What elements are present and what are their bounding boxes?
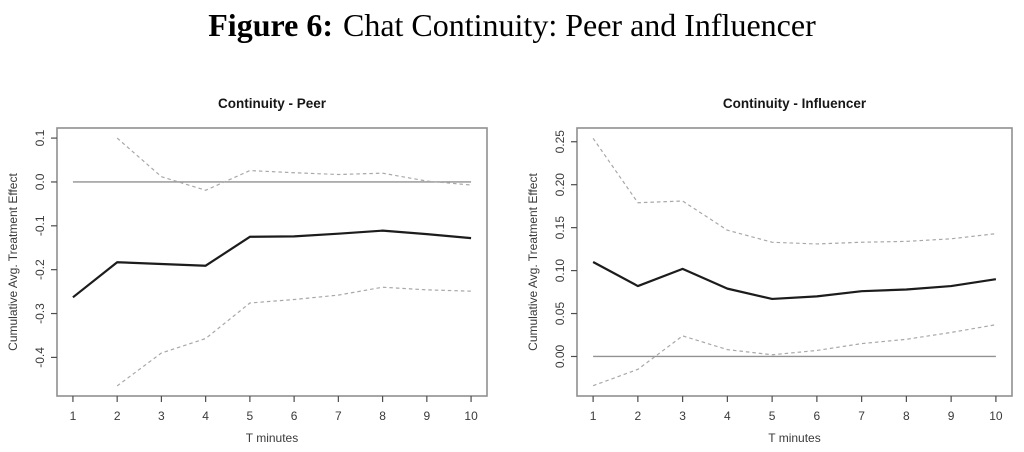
y-tick-label: -0.2 xyxy=(33,259,47,280)
x-tick-label: 8 xyxy=(379,409,386,423)
y-tick-label: -0.4 xyxy=(33,347,47,368)
chart-continuity-influencer: 1 2 3 4 5 6 7 8 9 10 0.25 0.20 0.15 0.10 0.05 0.00 Conti… xyxy=(512,62,1024,452)
x-tick-label: 3 xyxy=(158,409,165,423)
x-tick-label: 10 xyxy=(989,409,1003,423)
figure-title-prefix: Figure 6: xyxy=(208,7,333,43)
y-tick-label: -0.3 xyxy=(33,303,47,324)
y-tick-label: -0.1 xyxy=(33,215,47,236)
x-tick-label: 10 xyxy=(464,409,478,423)
y-tick-label: 0.10 xyxy=(553,259,567,283)
y-tick-label: 0.20 xyxy=(553,173,567,197)
y-tick-label: 0.25 xyxy=(553,130,567,154)
chart-canvas: 1 2 3 4 5 6 7 8 9 10 0.25 0.20 0.15 0.10 0.05 0.00 Conti… xyxy=(526,96,1013,445)
x-axis-label: T minutes xyxy=(768,431,820,445)
chart-canvas: 1 2 3 4 5 6 7 8 9 10 0.1 0.0 -0.1 -0.2 -0.3 -0.4 Continu… xyxy=(6,96,488,445)
series-estimate-line xyxy=(592,261,997,301)
chart-continuity-peer: 1 2 3 4 5 6 7 8 9 10 0.1 0.0 -0.1 -0.2 -0.3 -0.4 Continu… xyxy=(0,62,512,452)
x-tick-label: 9 xyxy=(948,409,955,423)
series-ci-upper-line xyxy=(116,137,472,191)
y-tick-label: 0.15 xyxy=(553,216,567,240)
x-tick-label: 4 xyxy=(202,409,209,423)
x-tick-label: 6 xyxy=(291,409,298,423)
y-axis-label: Cumulative Avg. Treatment Effect xyxy=(526,173,540,351)
series-ci-upper-line xyxy=(592,137,996,245)
y-tick-label: 0.05 xyxy=(553,302,567,326)
x-tick-label: 8 xyxy=(903,409,910,423)
x-tick-label: 1 xyxy=(590,409,597,423)
y-tick-label: 0.1 xyxy=(33,129,47,146)
figure-title: Figure 6: Chat Continuity: Peer and Influ… xyxy=(0,7,1024,43)
panel-title: Continuity - Influencer xyxy=(723,96,867,111)
series-estimate-line xyxy=(72,229,472,299)
x-tick-label: 3 xyxy=(679,409,686,423)
series-ci-lower-line xyxy=(592,324,996,387)
x-tick-label: 7 xyxy=(335,409,342,423)
x-tick-label: 5 xyxy=(247,409,254,423)
plot-frame xyxy=(56,127,488,397)
x-tick-label: 9 xyxy=(423,409,430,423)
x-tick-label: 6 xyxy=(814,409,821,423)
y-axis-label: Cumulative Avg. Treatment Effect xyxy=(6,173,20,351)
x-tick-label: 1 xyxy=(70,409,77,423)
x-tick-label: 4 xyxy=(724,409,731,423)
y-tick-label: 0.0 xyxy=(33,173,47,190)
x-axis-label: T minutes xyxy=(246,431,298,445)
y-tick-label: 0.00 xyxy=(553,344,567,368)
plot-frame xyxy=(576,127,1013,397)
x-tick-label: 2 xyxy=(635,409,642,423)
figure-title-text: Chat Continuity: Peer and Influencer xyxy=(342,7,816,43)
panel-title: Continuity - Peer xyxy=(218,96,327,111)
x-tick-label: 7 xyxy=(858,409,865,423)
series-ci-lower-line xyxy=(116,286,472,387)
x-tick-label: 5 xyxy=(769,409,776,423)
x-tick-label: 2 xyxy=(114,409,121,423)
